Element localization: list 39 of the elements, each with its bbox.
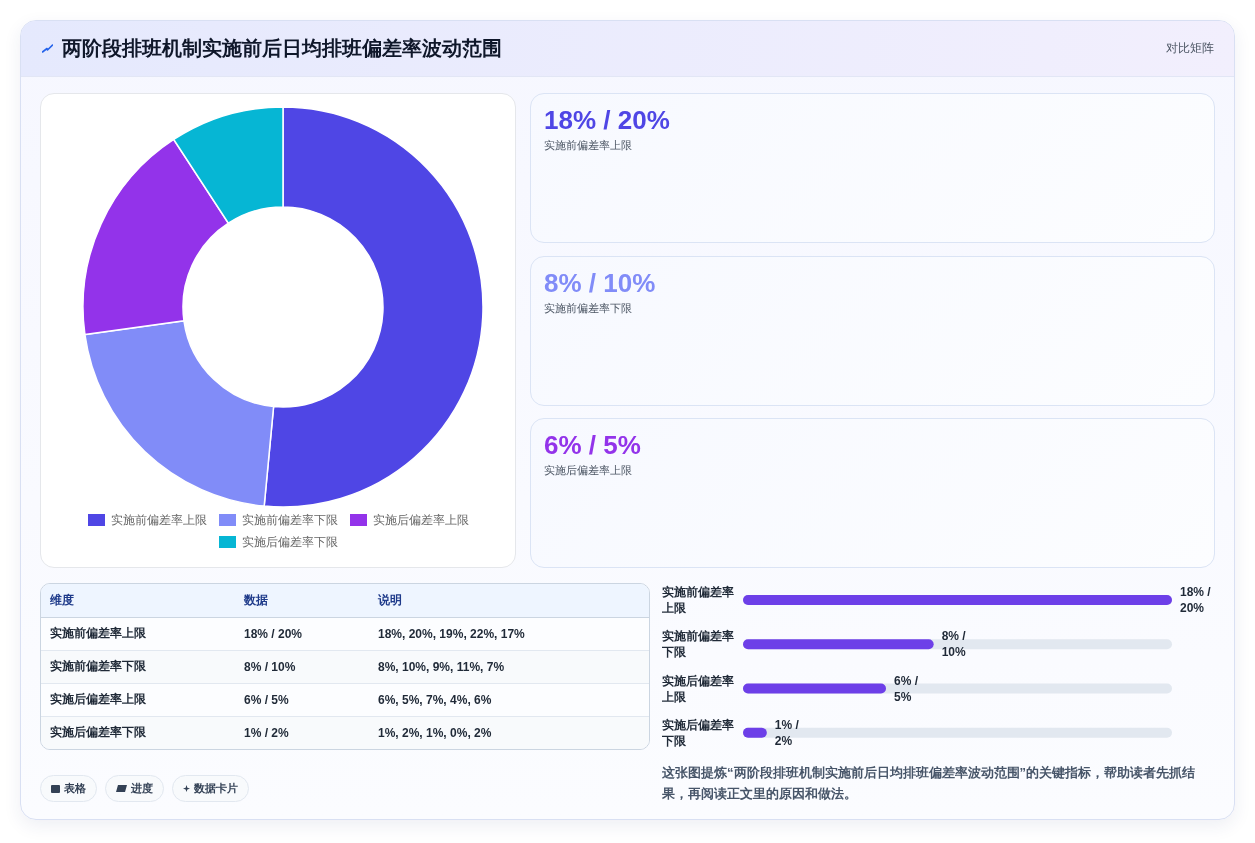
category-label: 数据 xyxy=(244,592,268,607)
category-label: 维度 xyxy=(50,592,74,607)
category-label: 实施前偏差率下限 xyxy=(50,659,146,673)
text: 8% / 10% xyxy=(544,267,656,298)
text: 表格 xyxy=(64,781,86,796)
text: 6%, 5%, 7%, 4%, 6% xyxy=(378,692,492,707)
category-label: 实施前偏差率上限 xyxy=(50,626,146,640)
data-label: 6% / 5% xyxy=(894,673,919,704)
text: 18%, 20%, 19%, 22%, 17% xyxy=(378,626,525,641)
legend-label: 实施后偏差率下限 xyxy=(241,533,338,551)
category-label: 实施前偏差率下限 xyxy=(544,301,632,314)
category-label: 说明 xyxy=(378,592,402,607)
legend-label: 实施后偏差率上限 xyxy=(372,511,469,529)
y-tick-label: 实施后偏差率上限 xyxy=(661,673,734,704)
data-label: 1% / 2% xyxy=(774,717,800,748)
text: 进度 xyxy=(131,781,153,796)
legend-label: 实施前偏差率上限 xyxy=(110,511,207,529)
data-label: 18% / 20% xyxy=(1180,585,1212,615)
y-tick-label: 实施前偏差率上限 xyxy=(661,585,734,616)
text: 6% / 5% xyxy=(244,692,289,707)
text: 两阶段排班机制实施前后日均排班偏差率波动范围 xyxy=(62,37,502,59)
text: 1% / 2% xyxy=(244,725,289,740)
category-label: 实施后偏差率上限 xyxy=(544,464,632,476)
legend-label: 实施前偏差率下限 xyxy=(241,511,338,529)
data-label: 8% / 10% xyxy=(941,629,967,660)
text: 1%, 2%, 1%, 0%, 2% xyxy=(378,725,492,740)
category-label: 实施前偏差率上限 xyxy=(544,139,632,151)
category-label: 实施后偏差率上限 xyxy=(50,692,146,706)
text: 数据卡片 xyxy=(194,781,238,796)
y-tick-label: 实施后偏差率下限 xyxy=(661,717,734,748)
text: 6% / 5% xyxy=(544,430,641,460)
text: 18% / 20% xyxy=(244,626,303,641)
category-label: 实施后偏差率下限 xyxy=(50,725,146,740)
text: 8% / 10% xyxy=(244,659,296,674)
text: 对比矩阵 xyxy=(1166,41,1214,55)
text: 8%, 10%, 9%, 11%, 7% xyxy=(378,659,505,674)
y-tick-label: 实施前偏差率下限 xyxy=(661,629,734,660)
text: 18% / 20% xyxy=(544,105,670,135)
text: 这张图提炼“两阶段排班机制实施前后日均排班偏差率波动范围”的关键指标，帮助读者先抓结果，再阅读正文里的原因和做法。 xyxy=(662,765,1195,801)
